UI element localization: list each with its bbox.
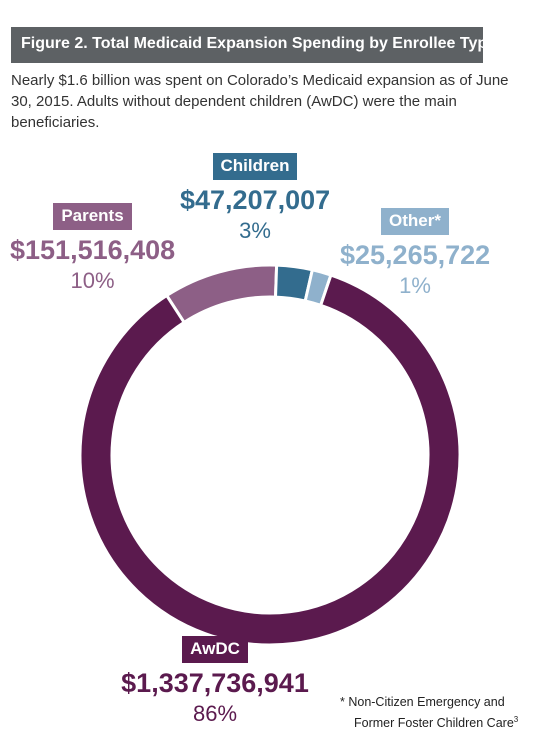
category-tag-other: Other* [381, 208, 449, 235]
donut-slice-parents [164, 263, 279, 325]
percent-label-other: 1% [399, 273, 431, 298]
label-parents: Parents $151,516,408 10% [10, 203, 175, 296]
footnote-line-2: Former Foster Children Care [354, 716, 514, 731]
footnote: * Non-Citizen Emergency and Former Foste… [340, 693, 530, 732]
footnote-marker: 3 [513, 715, 519, 724]
figure-title-bar: Figure 2. Total Medicaid Expansion Spend… [11, 27, 496, 63]
label-awdc: AwDC $1,337,736,941 86% [115, 636, 315, 729]
category-tag-children: Children [212, 153, 298, 180]
value-label-other: $25,265,722 [340, 240, 491, 270]
label-other: Other* $25,265,722 1% [340, 208, 490, 301]
footnote-line-2-wrap: Former Foster Children Care3 [340, 711, 530, 732]
figure-subtitle: Nearly $1.6 billion was spent on Colorad… [11, 72, 509, 131]
percent-label-children: 3% [239, 218, 271, 243]
label-children: Children $47,207,007 3% [180, 153, 330, 246]
percent-label-parents: 10% [70, 268, 115, 293]
figure-title: Figure 2. Total Medicaid Expansion Spend… [21, 35, 497, 52]
value-label-parents: $151,516,408 [10, 235, 176, 265]
donut-slice-awdc [78, 273, 462, 647]
value-label-awdc: $1,337,736,941 [121, 668, 309, 698]
category-tag-awdc: AwDC [182, 636, 248, 663]
value-label-children: $47,207,007 [180, 185, 331, 215]
percent-label-awdc: 86% [192, 701, 238, 726]
category-tag-parents: Parents [53, 203, 132, 230]
footnote-line-1: * Non-Citizen Emergency and [340, 695, 505, 709]
